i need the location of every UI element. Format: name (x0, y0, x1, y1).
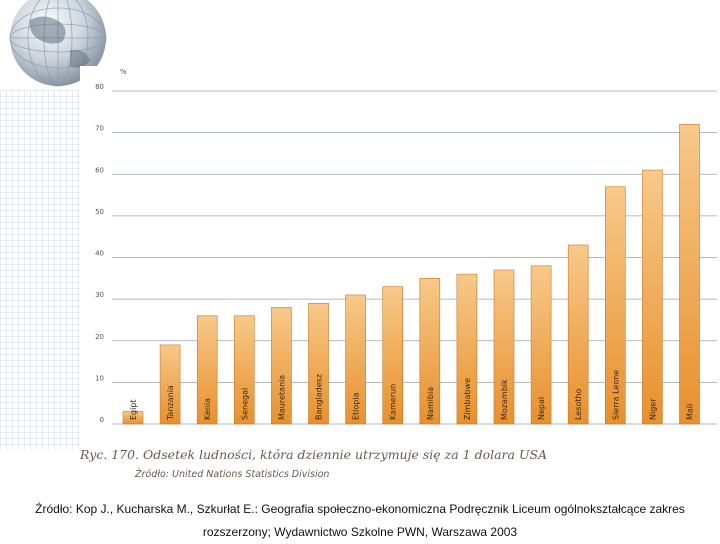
category-label: Senegal (240, 388, 249, 420)
bar-zimbabwe (456, 273, 478, 425)
bar-kamerun (382, 286, 404, 425)
category-label: Mali (686, 404, 695, 420)
category-label: Kamerun (389, 384, 398, 420)
y-tick-label: 0 (100, 416, 104, 424)
source-citation: Źródło: Kop J., Kucharska M., Szkurłat E… (20, 498, 700, 544)
category-label: Bangladesz (315, 374, 324, 420)
bar-etiopia (345, 294, 366, 425)
category-label: Nepal (537, 397, 546, 420)
bar-namibia (419, 278, 441, 425)
y-tick-label: 40 (95, 250, 104, 258)
y-tick-label: 60 (95, 166, 104, 174)
category-label: Lesotho (574, 388, 583, 420)
bar-kenia (196, 315, 218, 425)
bar-tanzania (159, 344, 181, 425)
y-unit-label: % (120, 68, 127, 76)
bar-egipt (122, 411, 144, 425)
category-label: Sierra Leone (611, 370, 620, 420)
category-label: Kenia (203, 398, 212, 420)
y-tick-label: 70 (95, 125, 104, 133)
y-tick-label: 80 (95, 83, 104, 91)
category-label: Zimbabwe (463, 378, 472, 420)
category-label: Mauretania (277, 375, 286, 420)
category-label: Namibia (426, 387, 435, 420)
bar-mauretania (271, 307, 292, 425)
bar-lesotho (567, 244, 589, 425)
category-label: Mozambik (500, 379, 509, 420)
bar-niger (642, 169, 663, 425)
bar-sierra-leone (604, 186, 626, 425)
globe-decoration (9, 0, 107, 87)
decorative-grid-pattern (0, 90, 82, 450)
bar-chart: 0 10 20 30 40 50 60 70 80 Egipt Tanzania Kenia Seneg… (95, 68, 717, 425)
y-tick-label: 30 (95, 291, 104, 299)
bar-senegal (234, 315, 255, 425)
source-citation-line1: Źródło: Kop J., Kucharska M., Szkurłat E… (35, 502, 685, 516)
category-label: Etiopia (352, 392, 361, 420)
bar-mali (679, 123, 700, 425)
bar-bangladesz (308, 302, 329, 425)
bar-nepal (530, 265, 552, 425)
chart-panel: 0 10 20 30 40 50 60 70 80 Egipt Tanzania Kenia Seneg… (80, 66, 720, 490)
y-tick-label: 10 (95, 374, 104, 382)
chart-subtitle: Źródło: United Nations Statistics Divisi… (135, 469, 330, 480)
category-label: Niger (648, 398, 657, 420)
y-tick-label: 20 (95, 333, 104, 341)
bar-mozambik (493, 269, 515, 425)
chart-title: Ryc. 170. Odsetek ludności, która dzienn… (80, 447, 548, 462)
category-label: Tanzania (166, 385, 175, 421)
source-citation-line2: rozszerzony; Wydawnictwo Szkolne PWN, Wa… (202, 525, 518, 539)
y-tick-label: 50 (95, 208, 104, 216)
category-label: Egipt (129, 399, 138, 420)
